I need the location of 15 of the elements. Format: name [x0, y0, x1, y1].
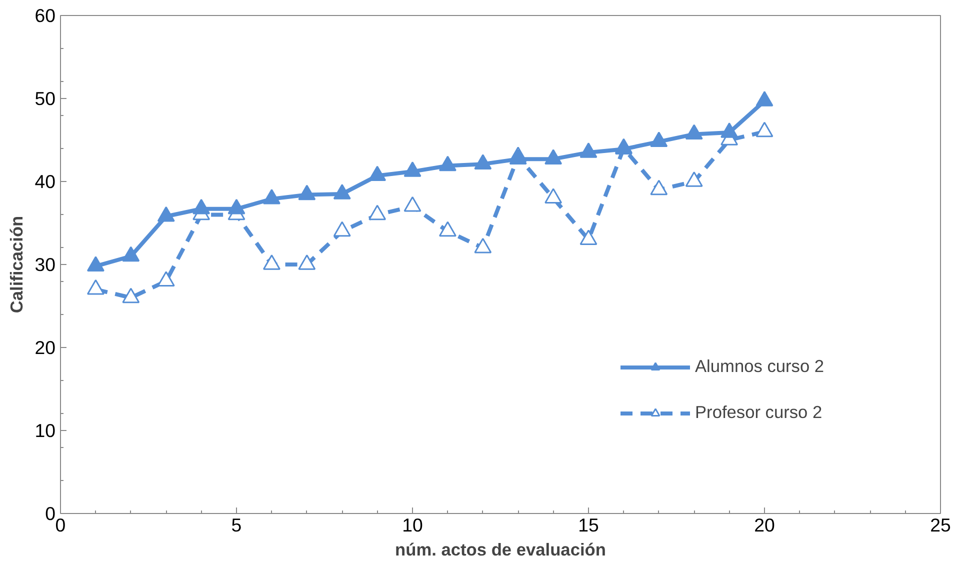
y-axis-title: Calificación	[6, 216, 27, 314]
x-tick-label: 25	[930, 514, 951, 536]
legend-label: Profesor curso 2	[695, 402, 822, 423]
y-tick-label: 60	[34, 5, 56, 26]
legend-label: Alumnos curso 2	[695, 356, 824, 377]
x-tick-label: 5	[231, 514, 242, 536]
y-tick-label: 10	[34, 420, 56, 441]
x-tick-label: 10	[402, 514, 423, 536]
x-tick-label: 15	[578, 514, 599, 536]
y-tick-label: 50	[34, 88, 56, 109]
y-tick-label: 20	[34, 337, 56, 358]
x-axis-title: núm. actos de evaluación	[395, 540, 606, 560]
y-tick-label: 30	[34, 254, 56, 275]
y-tick-label: 40	[34, 171, 56, 192]
x-tick-label: 20	[754, 514, 775, 536]
